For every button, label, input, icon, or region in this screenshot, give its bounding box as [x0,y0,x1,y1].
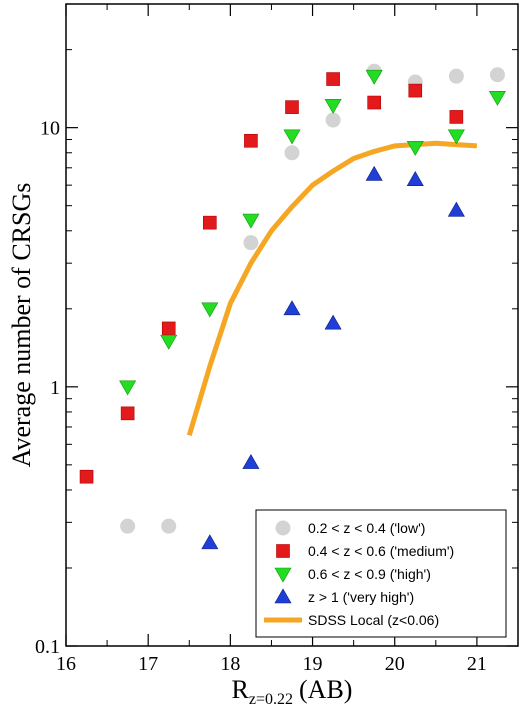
series-line-sdss-local [186,140,478,437]
data-point-series-2 [326,72,340,86]
y-axis-title: Average number of CRSGs [7,183,36,468]
legend-box [255,509,507,638]
data-point-series-1 [161,518,177,534]
y-tick-label: 10 [40,118,60,140]
data-point-series-4 [201,534,219,550]
x-axis-title-unit: (AB) [299,675,352,704]
legend-label: 0.2 < z < 0.4 ('low') [308,520,425,536]
data-point-series-3 [365,69,383,85]
data-point-series-2 [161,321,176,336]
x-tick-label: 20 [385,653,405,675]
data-point-series-1 [120,518,136,534]
x-axis-title-main: R [232,675,250,704]
y-tick-label: 1 [50,377,60,399]
data-point-series-4 [365,165,383,181]
data-point-series-4 [324,314,342,330]
data-point-series-1 [489,67,505,83]
x-tick-label: 17 [138,653,158,675]
data-point-series-2 [244,133,258,148]
legend-label: z > 1 ('very high') [308,589,414,605]
data-point-series-4 [283,300,301,316]
data-point-series-2 [367,95,381,110]
marker-layer [79,63,506,550]
data-point-series-2 [79,469,94,484]
data-point-series-4 [242,454,260,469]
x-tick-label: 19 [303,653,323,675]
x-axis-title: Rz=0.22 (AB) [232,675,353,706]
data-point-series-4 [406,171,424,186]
data-point-series-2 [120,406,135,421]
x-tick-label: 21 [467,653,487,675]
legend-label: 0.6 < z < 0.9 ('high') [308,566,431,582]
data-point-series-1 [284,145,300,161]
data-point-series-2 [285,100,299,114]
data-point-series-1 [448,68,464,84]
legend-marker-swatch [276,544,290,558]
legend-label: SDSS Local (z<0.06) [308,612,439,628]
data-point-series-3 [488,90,506,106]
x-axis-title-subscript: z=0.22 [249,691,293,706]
data-point-series-1 [325,112,341,128]
axes: 16 17 18 19 20 21 0.1 1 10 Rz=0.22 (AB) Average num… [7,3,519,706]
legend-marker-swatch [274,588,292,604]
legend-marker-swatch [274,567,292,583]
data-point-series-3 [201,302,219,318]
x-tick-label: 16 [56,653,76,675]
data-point-series-2 [203,215,217,230]
data-point-series-1 [243,235,259,251]
legend-marker-swatch [275,520,291,536]
x-tick-label: 18 [220,653,240,675]
data-point-series-4 [447,201,465,217]
legend-label: 0.4 < z < 0.6 ('medium') [308,543,454,559]
plot-frame [65,3,519,647]
y-tick-label: 0.1 [35,636,60,658]
data-point-series-3 [324,98,342,114]
data-point-series-2 [408,83,423,98]
line-layer [186,140,478,437]
legend: 0.2 < z < 0.4 ('low') 0.4 < z < 0.6 ('med… [255,509,507,638]
data-point-series-3 [160,334,178,350]
data-point-series-3 [283,129,301,145]
data-point-series-3 [242,213,260,229]
data-point-series-3 [447,129,465,145]
data-point-series-3 [119,380,137,396]
data-point-series-2 [449,110,464,124]
data-point-series-3 [406,140,424,156]
